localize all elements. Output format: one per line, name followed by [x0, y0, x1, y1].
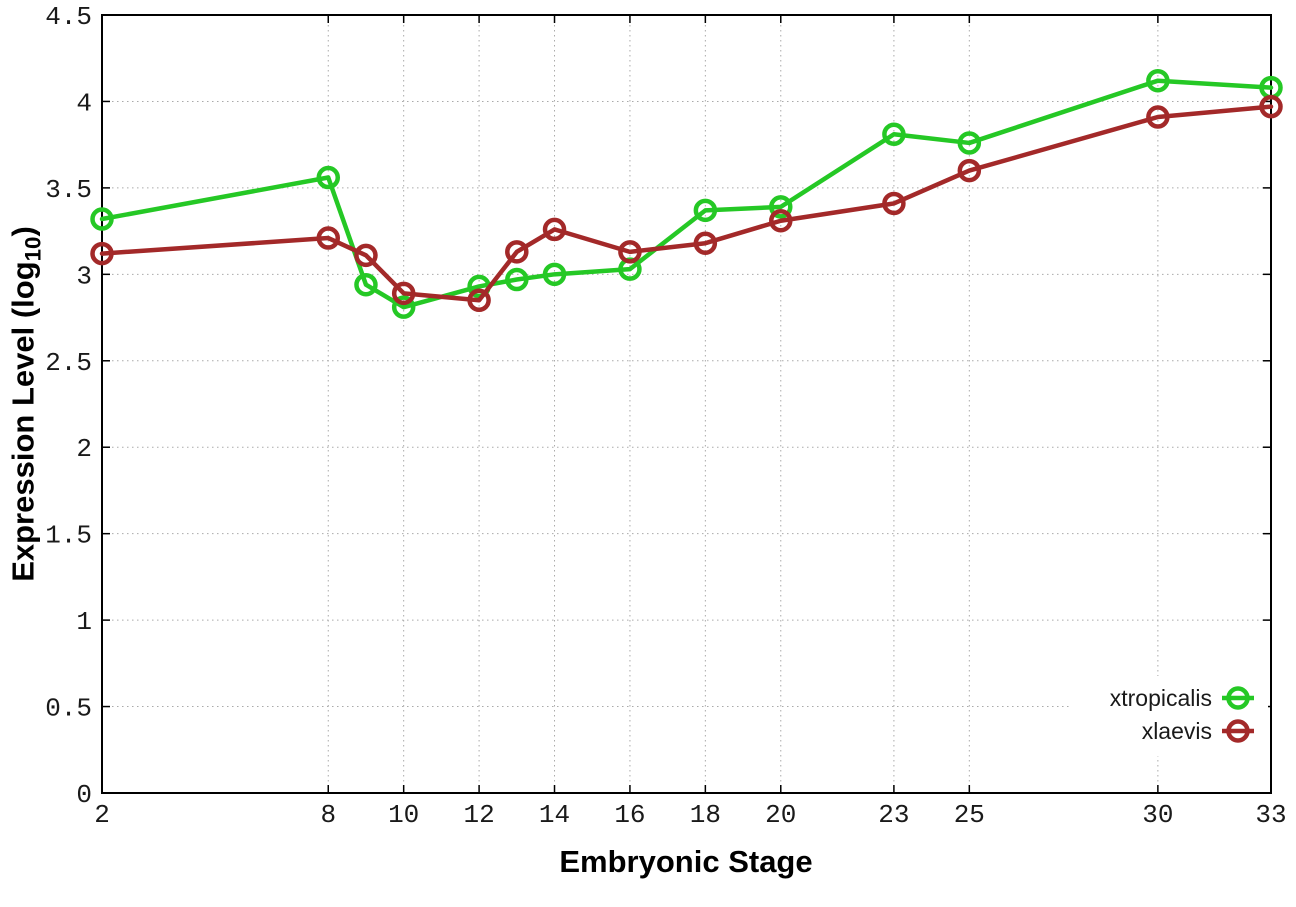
data-point-xlaevis: [467, 288, 491, 313]
x-tick-label: 23: [878, 800, 909, 830]
x-tick-label: 20: [765, 800, 796, 830]
x-tick-label: 18: [690, 800, 721, 830]
data-point-xlaevis: [769, 208, 793, 233]
data-point-xtropicalis: [957, 131, 982, 155]
y-tick-label: 0: [76, 780, 92, 810]
data-point-xtropicalis: [316, 165, 341, 190]
x-tick-label: 25: [954, 800, 985, 830]
series-line-xtropicalis: [99, 78, 1274, 310]
data-point-xlaevis: [505, 240, 529, 264]
x-tick-label: 10: [388, 800, 419, 830]
legend-sample-marker-xtropicalis: [1226, 686, 1250, 710]
data-point-xtropicalis: [391, 295, 416, 319]
data-point-xtropicalis: [505, 267, 529, 292]
x-axis-title: Embryonic Stage: [559, 844, 813, 879]
legend-label-xtropicalis: xtropicalis: [1110, 685, 1212, 711]
x-tick-label: 8: [320, 800, 336, 830]
y-axis-title-text: Expression Level (log: [5, 261, 41, 582]
data-point-xtropicalis: [90, 207, 114, 231]
data-point-xlaevis: [618, 240, 642, 264]
data-point-xtropicalis: [769, 195, 793, 219]
y-tick-label: 0.5: [45, 694, 92, 724]
data-point-xlaevis: [957, 158, 982, 183]
data-point-xtropicalis: [354, 272, 378, 297]
y-axis-title: Expression Level (log10): [5, 226, 46, 582]
plot-border: [101, 14, 1272, 794]
y-axis-title-subscript: 10: [20, 236, 46, 262]
y-tick-label: 3.5: [45, 175, 92, 205]
data-point-xlaevis: [693, 231, 718, 255]
data-point-xlaevis: [316, 226, 341, 250]
y-tick-label: 4: [76, 88, 92, 118]
x-tick-label: 30: [1142, 800, 1173, 830]
x-tick-label: 14: [539, 800, 570, 830]
x-tick-label: 12: [463, 800, 494, 830]
data-point-xtropicalis: [693, 198, 718, 223]
legend-sample-marker-xlaevis: [1226, 719, 1250, 743]
x-tick-label: 16: [614, 800, 645, 830]
y-tick-label: 2: [76, 434, 92, 464]
series-line-xlaevis: [99, 104, 1274, 303]
x-tick-label: 33: [1255, 800, 1286, 830]
legend-label-xlaevis: xlaevis: [1142, 718, 1212, 744]
data-point-xtropicalis: [1146, 68, 1170, 93]
data-point-xlaevis: [1259, 94, 1283, 119]
data-point-xlaevis: [542, 217, 567, 242]
y-tick-label: 4.5: [45, 2, 92, 32]
data-point-xlaevis: [391, 281, 416, 306]
y-tick-label: 2.5: [45, 348, 92, 378]
data-point-xlaevis: [882, 191, 906, 216]
y-tick-label: 1: [76, 607, 92, 637]
data-point-xtropicalis: [542, 262, 567, 287]
data-point-xtropicalis: [882, 122, 906, 147]
data-point-xlaevis: [90, 241, 114, 266]
y-axis-title-suffix: ): [5, 226, 41, 237]
data-point-xlaevis: [1146, 105, 1170, 129]
y-tick-label: 1.5: [45, 521, 92, 551]
y-tick-label: 3: [76, 261, 92, 291]
data-point-xlaevis: [354, 243, 378, 268]
x-tick-label: 2: [94, 800, 110, 830]
